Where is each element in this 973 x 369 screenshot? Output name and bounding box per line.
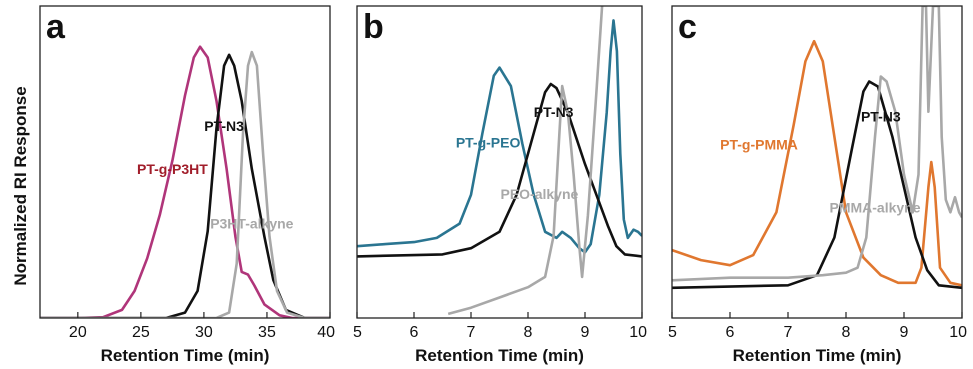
x-tick-label: 40: [317, 324, 335, 341]
series-label-pt-n3: PT-N3: [534, 104, 574, 120]
x-tick-label: 8: [842, 324, 851, 341]
plot-frame: [356, 5, 643, 319]
x-tick-label: 7: [467, 324, 476, 341]
plot-frame: [39, 5, 331, 319]
series-line-pt-g-pmma: [672, 39, 962, 287]
series-line-pt-g-peo: [357, 19, 642, 254]
panel-c: PT-g-PMMA PT-N3 PMMA-alkyne 5 6 7 8 9 10 Retentio…: [668, 5, 967, 365]
series-label-pt-g-pmma: PT-g-PMMA: [720, 136, 798, 152]
series-label-pt-g-peo: PT-g-PEO: [456, 135, 521, 151]
series-label-pt-n3: PT-N3: [861, 109, 901, 125]
x-axis-title: Retention Time (min): [415, 346, 584, 365]
series-line-pt-n3: [672, 80, 962, 290]
y-axis-label: Normalized RI Response: [11, 86, 30, 285]
x-tick-label: 10: [949, 324, 967, 341]
x-tick-label: 10: [629, 324, 647, 341]
x-tick-label: 5: [668, 324, 677, 341]
x-tick-label: 9: [581, 324, 590, 341]
series-label-pt-g-p3ht: PT-g-P3HT: [137, 161, 208, 177]
x-axis-title: Retention Time (min): [733, 346, 902, 365]
x-tick-label: 6: [726, 324, 735, 341]
panel-letter: c: [678, 8, 697, 46]
x-tick-label: 35: [258, 324, 276, 341]
panel-b: PT-g-PEO PT-N3 PEO-alkyne 5 6 7 8 9 10 Retention …: [353, 5, 647, 365]
panel-a: PT-g-P3HT PT-N3 P3HT-alkyne 20 25 30 35 40 Reten…: [39, 5, 335, 365]
series-line-pt-n3: [357, 82, 642, 258]
series-label-p3ht-alkyne: P3HT-alkyne: [210, 215, 293, 231]
x-tick-label: 8: [524, 324, 533, 341]
x-tick-label: 25: [132, 324, 150, 341]
series-line-pmma-alkyne: [672, 6, 962, 282]
series-label-peo-alkyne: PEO-alkyne: [500, 186, 578, 202]
panel-letter: b: [363, 8, 384, 46]
series-line-pt-g-p3ht: [40, 45, 330, 318]
plot-frame: [671, 5, 963, 319]
x-tick-label: 6: [410, 324, 419, 341]
x-tick-label: 30: [195, 324, 213, 341]
panel-letter: a: [46, 8, 66, 46]
series-label-pmma-alkyne: PMMA-alkyne: [829, 199, 920, 215]
series-label-pt-n3: PT-N3: [204, 118, 244, 134]
x-axis-title: Retention Time (min): [101, 346, 270, 365]
x-tick-label: 9: [900, 324, 909, 341]
x-tick-label: 5: [353, 324, 362, 341]
series-line-peo-alkyne: [447, 6, 604, 316]
x-tick-label: 20: [69, 324, 87, 341]
x-tick-label: 7: [784, 324, 793, 341]
series-line-p3ht-alkyne: [40, 50, 330, 318]
